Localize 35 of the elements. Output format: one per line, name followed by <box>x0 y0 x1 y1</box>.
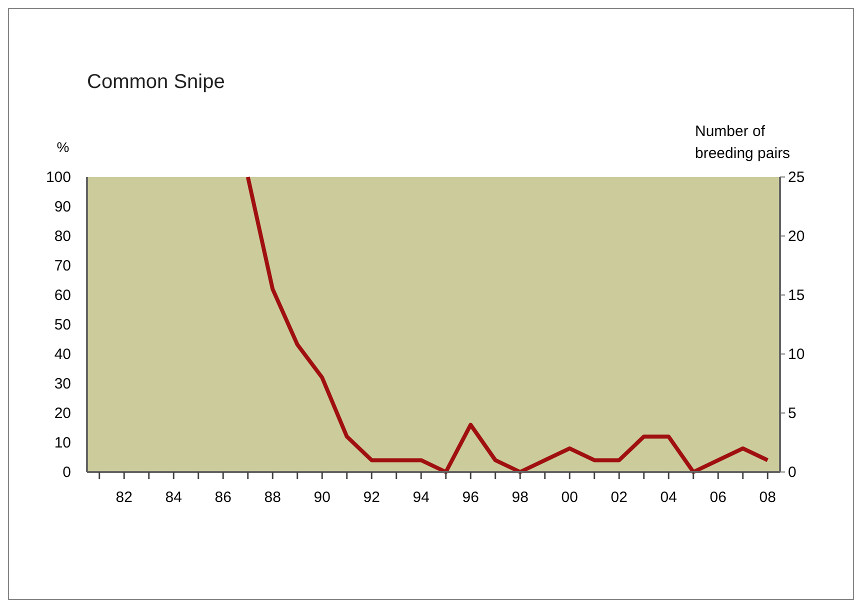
x-tick-label: 88 <box>264 489 281 506</box>
chart-title: Common Snipe <box>87 71 225 93</box>
y2-tick-label: 0 <box>788 464 796 481</box>
x-tick-label: 94 <box>412 489 430 506</box>
line-series <box>246 175 770 474</box>
x-tick-label: 84 <box>165 489 182 506</box>
y2-tick-label: 15 <box>788 287 805 304</box>
x-tick-label: 86 <box>214 489 232 506</box>
y2-tick-label: 10 <box>788 346 805 363</box>
y2-axis-title: Number of breeding pairs <box>695 123 790 162</box>
x-tick-label: 96 <box>462 489 479 506</box>
x-tick-label: 08 <box>759 489 776 506</box>
y-tick-label: 10 <box>54 434 71 452</box>
x-tick-label: 06 <box>710 489 726 506</box>
x-tick-label: 92 <box>363 489 380 506</box>
x-tick-label: 90 <box>314 489 330 506</box>
y-tick-label: 0 <box>62 464 71 481</box>
y-tick-label: 30 <box>54 376 71 392</box>
x-tick-label: 04 <box>660 489 677 506</box>
y-tick-label: 90 <box>54 198 71 216</box>
y-tick-label: 60 <box>54 287 71 304</box>
x-tick-label: 00 <box>561 489 578 506</box>
y2-tick-label: 25 <box>788 169 805 186</box>
y-axis-title: % <box>56 139 70 155</box>
x-tick-label: 82 <box>116 489 132 506</box>
x-tick-label: 98 <box>512 489 528 506</box>
y2-tick-label: 20 <box>788 228 805 245</box>
y-tick-label: 70 <box>54 258 71 274</box>
y-tick-label: 80 <box>54 228 71 245</box>
y2-tick-label: 5 <box>788 405 796 422</box>
y-tick-label: 50 <box>54 316 71 334</box>
y-tick-label: 20 <box>54 405 71 422</box>
y-tick-label: 100 <box>46 169 71 186</box>
y-tick-label: 40 <box>54 346 71 363</box>
x-tick-label: 02 <box>610 489 628 506</box>
